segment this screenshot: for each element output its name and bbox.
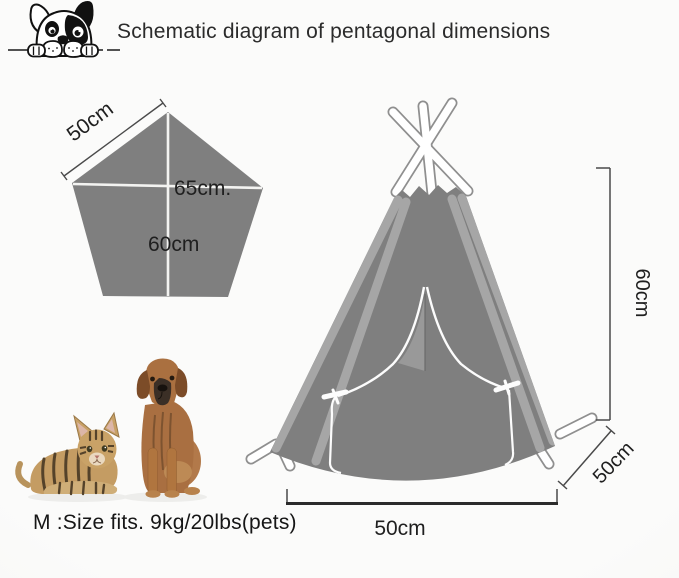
door-left-rope <box>328 397 342 475</box>
left-pupil <box>50 29 55 34</box>
puppy-left-ear <box>136 370 150 399</box>
puppy-right-ear <box>175 368 188 398</box>
cat-tail <box>15 461 31 488</box>
pentagon-height-label: 60cm <box>148 233 199 256</box>
pentagon-diagram: 50cm 65cm. 60cm <box>60 97 263 297</box>
pentagon-edge-label: 50cm <box>63 97 118 146</box>
cat-front-legs <box>43 481 118 494</box>
door-left-curtain <box>337 286 426 398</box>
tent-height-label: 60cm <box>631 269 653 318</box>
door-right-curtain <box>425 286 509 391</box>
french-bulldog-icon <box>8 1 120 58</box>
puppy-front-leg <box>147 447 158 495</box>
door-tie-toggles <box>321 379 521 405</box>
left-cheek <box>41 40 63 58</box>
cat-stripes <box>41 447 92 494</box>
tabby-cat-photo <box>15 411 128 502</box>
dog-nose <box>57 35 69 45</box>
pentagon-edge-dimension-line <box>60 98 167 181</box>
paws <box>27 43 99 58</box>
door-inner-panel <box>398 294 425 371</box>
door-right-rope <box>504 389 515 467</box>
brown-puppy-photo <box>123 358 207 502</box>
pentagon-width-line <box>72 182 263 190</box>
size-note: M :Size fits. 9kg/20lbs(pets) <box>33 511 297 534</box>
tent-front-dimension: 50cm <box>286 489 558 540</box>
tent-front-label: 50cm <box>374 517 425 540</box>
tent-height-dimension: 60cm <box>596 167 653 421</box>
puppy-front-leg <box>166 447 177 495</box>
tent-top-poles <box>387 97 474 199</box>
tent-pole-stripes <box>271 193 555 466</box>
tent-door <box>321 286 521 475</box>
pentagon-width-label: 65cm. <box>174 177 231 200</box>
page-title: Schematic diagram of pentagonal dimensio… <box>117 20 551 43</box>
tent-side-label: 50cm <box>589 438 639 488</box>
left-glint <box>50 28 53 31</box>
right-glint <box>78 29 81 33</box>
freckles <box>48 47 78 52</box>
puppy-muzzle <box>153 378 172 406</box>
tent-side-dimension: 50cm <box>557 425 639 490</box>
cat-head <box>77 429 117 469</box>
teepee-diagram <box>245 97 598 481</box>
